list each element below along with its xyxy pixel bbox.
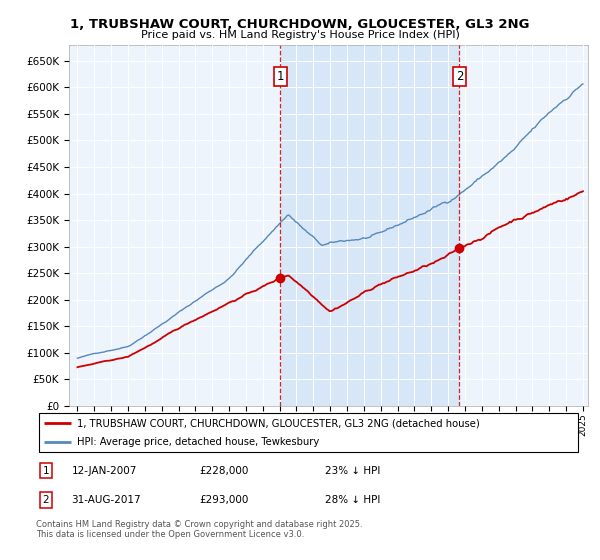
Text: 1, TRUBSHAW COURT, CHURCHDOWN, GLOUCESTER, GL3 2NG (detached house): 1, TRUBSHAW COURT, CHURCHDOWN, GLOUCESTE… [77,418,480,428]
Text: 1: 1 [277,70,284,83]
Text: £293,000: £293,000 [200,495,249,505]
Text: Price paid vs. HM Land Registry's House Price Index (HPI): Price paid vs. HM Land Registry's House … [140,30,460,40]
Text: 1, TRUBSHAW COURT, CHURCHDOWN, GLOUCESTER, GL3 2NG: 1, TRUBSHAW COURT, CHURCHDOWN, GLOUCESTE… [70,18,530,31]
Text: 28% ↓ HPI: 28% ↓ HPI [325,495,381,505]
Text: 2: 2 [455,70,463,83]
FancyBboxPatch shape [39,413,578,452]
Text: 2: 2 [43,495,49,505]
Bar [280,45,460,406]
Text: HPI: Average price, detached house, Tewkesbury: HPI: Average price, detached house, Tewk… [77,437,319,446]
Text: Contains HM Land Registry data © Crown copyright and database right 2025.
This d: Contains HM Land Registry data © Crown c… [36,520,362,539]
Text: 12-JAN-2007: 12-JAN-2007 [71,465,137,475]
Text: £228,000: £228,000 [200,465,249,475]
Text: 23% ↓ HPI: 23% ↓ HPI [325,465,381,475]
Text: 31-AUG-2017: 31-AUG-2017 [71,495,141,505]
Text: 1: 1 [43,465,49,475]
